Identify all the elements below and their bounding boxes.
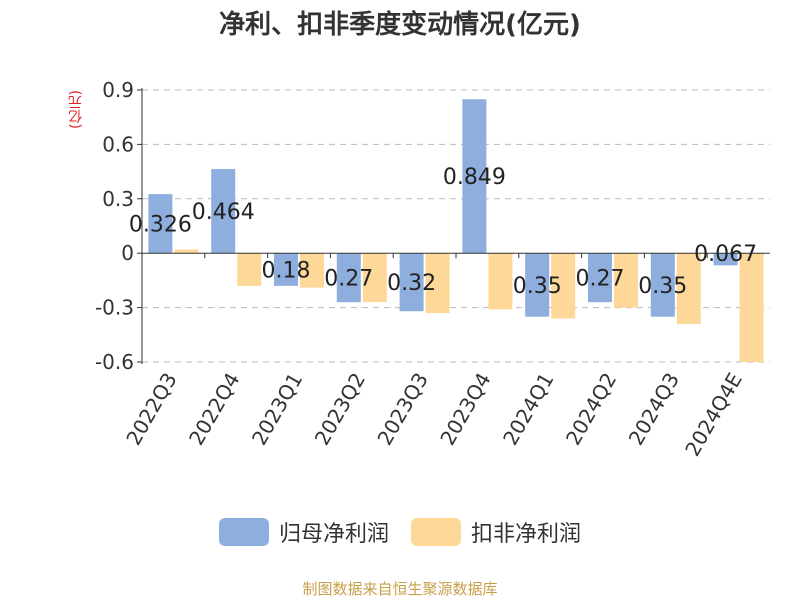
bar-net-profit-2023Q3[interactable]	[399, 253, 424, 312]
bar-deducted-profit-2022Q3[interactable]	[174, 249, 199, 254]
bar-net-profit-2024Q3[interactable]	[650, 253, 675, 317]
legend-swatch-series-1	[411, 518, 461, 546]
bar-net-profit-2024Q1[interactable]	[525, 253, 550, 317]
data-label-net-profit-2024Q4E: 0.067	[694, 242, 757, 267]
data-label-net-profit-2023Q2: 0.27	[324, 267, 373, 292]
bar-net-profit-2023Q1[interactable]	[274, 253, 298, 286]
x-tick-label: 2023Q2	[310, 369, 370, 450]
legend-label-series-1: 扣非净利润	[471, 522, 582, 547]
x-tick-label: 2024Q4E	[680, 369, 747, 461]
data-label-net-profit-2024Q1: 0.35	[513, 274, 562, 299]
legend-item-series-0[interactable]: 归母净利润	[218, 516, 389, 548]
bar-deducted-profit-2023Q4[interactable]	[488, 253, 513, 310]
x-tick-label: 2023Q1	[247, 369, 307, 450]
data-label-net-profit-2023Q3: 0.32	[387, 271, 436, 296]
grid-lines	[142, 89, 770, 363]
data-label-net-profit-2022Q3: 0.326	[129, 213, 192, 238]
x-tick-label: 2024Q2	[561, 369, 621, 450]
data-label-net-profit-2023Q1: 0.18	[262, 259, 311, 284]
legend-item-series-1[interactable]: 扣非净利润	[411, 516, 581, 548]
bar-net-profit-2022Q4[interactable]	[211, 169, 236, 254]
bar-deducted-profit-2023Q3[interactable]	[425, 253, 450, 314]
legend-swatch-series-0	[218, 518, 269, 546]
bars	[148, 99, 764, 362]
y-tick-label: 0	[121, 241, 134, 265]
x-tick-label: 2024Q3	[624, 369, 684, 450]
bar-net-profit-2024Q2[interactable]	[588, 253, 612, 303]
legend-label-series-0: 归母净利润	[278, 522, 389, 547]
y-tick-label: -0.6	[95, 350, 134, 374]
data-label-net-profit-2023Q4: 0.849	[443, 165, 506, 190]
bar-net-profit-2023Q4[interactable]	[462, 99, 487, 254]
data-label-net-profit-2022Q4: 0.464	[192, 200, 255, 225]
bar-net-profit-2023Q2[interactable]	[336, 253, 361, 303]
legend: 归母净利润 扣非净利润	[0, 516, 800, 548]
bar-net-profit-2024Q4E[interactable]	[713, 253, 738, 266]
bar-net-profit-2022Q3[interactable]	[148, 194, 173, 254]
y-tick-label: 0.3	[102, 187, 134, 211]
x-tick-label: 2024Q1	[498, 369, 558, 450]
bar-deducted-profit-2024Q4E[interactable]	[739, 253, 764, 362]
y-tick-label: 0.6	[102, 132, 134, 156]
data-label-net-profit-2024Q3: 0.35	[638, 274, 687, 299]
x-tick-label: 2022Q4	[184, 369, 244, 450]
bar-deducted-profit-2024Q1[interactable]	[551, 253, 576, 319]
y-tick-label: -0.3	[95, 296, 134, 320]
bar-deducted-profit-2023Q1[interactable]	[300, 253, 324, 288]
bar-deducted-profit-2024Q3[interactable]	[676, 253, 701, 324]
x-tick-label: 2023Q4	[435, 369, 495, 450]
x-tick-label: 2022Q3	[121, 369, 181, 450]
source-note: 制图数据来自恒生聚源数据库	[302, 580, 498, 598]
y-tick-label: 0.9	[102, 78, 134, 102]
x-tick-label: 2023Q3	[372, 369, 432, 450]
data-label-net-profit-2024Q2: 0.27	[576, 267, 625, 292]
bar-deducted-profit-2022Q4[interactable]	[237, 253, 262, 286]
bar-deducted-profit-2024Q2[interactable]	[614, 253, 638, 308]
bar-deducted-profit-2023Q2[interactable]	[362, 253, 387, 303]
chart-title: 净利、扣非季度变动情况(亿元)	[219, 10, 581, 40]
